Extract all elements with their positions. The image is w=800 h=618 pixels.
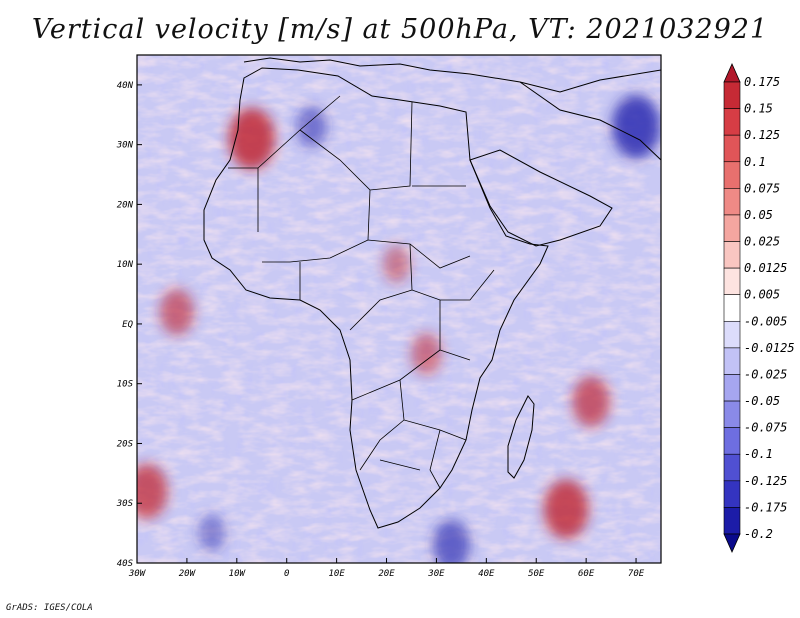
- colorbar-swatch: [723, 108, 741, 136]
- colorbar-label: -0.125: [744, 474, 787, 488]
- colorbar-swatch: [723, 374, 741, 402]
- colorbar-label: 0.075: [744, 181, 780, 195]
- lon-tick-label: 20W: [179, 569, 197, 579]
- colorbar-swatch: [723, 507, 741, 535]
- colorbar-swatch: [723, 453, 741, 482]
- velocity-feature: [611, 94, 661, 159]
- colorbar-swatch: [723, 214, 741, 242]
- colorbar-label: 0.175: [744, 75, 780, 89]
- velocity-field: [137, 55, 661, 563]
- colorbar-swatch: [723, 134, 741, 163]
- colorbar-label: 0.0125: [744, 261, 787, 275]
- lon-tick-label: 10W: [229, 569, 247, 579]
- colorbar-swatch: [723, 161, 741, 189]
- axis-ticks: 30W 20W 10W 0 10E 20E 30E 40E 50E 60E 70E 40N 30N 20N…: [116, 81, 645, 579]
- velocity-feature: [296, 105, 327, 148]
- velocity-feature: [543, 479, 589, 539]
- map-title: Vertical velocity [m/s] at 500hPa, VT: 2…: [31, 14, 769, 45]
- lat-tick-label: 10S: [117, 380, 134, 390]
- africa-coastline: [203, 67, 549, 529]
- colorbar-label: 0.005: [744, 288, 780, 302]
- lon-tick-label: 10E: [328, 569, 345, 579]
- lon-tick-label: 50E: [528, 569, 545, 579]
- lat-tick-label: 10N: [117, 260, 134, 270]
- lat-tick-label: 20S: [117, 439, 134, 449]
- colorbar-swatch: [723, 81, 741, 109]
- colorbar-label: 0.025: [744, 235, 780, 249]
- field-noise-red: [137, 55, 661, 563]
- footer-credit: GrADS: IGES/COLA: [6, 603, 93, 613]
- colorbar-label: 0.05: [744, 208, 773, 222]
- lon-tick-label: 40E: [478, 569, 495, 579]
- country-borders: [228, 95, 495, 489]
- coastlines: [203, 57, 661, 529]
- lat-tick-label: 40N: [117, 81, 134, 91]
- colorbar-label: 0.125: [744, 128, 780, 142]
- colorbar-swatch: [723, 427, 741, 455]
- velocity-feature: [228, 107, 276, 170]
- colorbar-swatch: [723, 188, 741, 216]
- colorbar-swatch: [723, 480, 741, 508]
- colorbar-label: -0.05: [744, 394, 780, 408]
- velocity-feature: [572, 376, 610, 427]
- colorbar-label: -0.1: [744, 447, 773, 461]
- lat-tick-label: EQ: [122, 320, 133, 330]
- colorbar-swatch: [723, 320, 741, 349]
- asia-coastline: [519, 81, 661, 161]
- colorbar-label: -0.075: [744, 421, 787, 435]
- colorbar-label: 0.15: [744, 102, 773, 116]
- colorbar-top-arrow: [723, 63, 741, 83]
- colorbar-label: -0.2: [744, 527, 773, 541]
- colorbar-swatch: [723, 267, 741, 296]
- madagascar-coastline: [507, 395, 535, 479]
- colorbar-label: -0.005: [744, 314, 787, 328]
- velocity-feature: [432, 519, 471, 563]
- colorbar-label: -0.0125: [744, 341, 795, 355]
- arabia-coastline: [469, 149, 613, 247]
- colorbar-label: 0.1: [744, 155, 766, 169]
- europe-coastline: [243, 57, 661, 93]
- lat-tick-label: 40S: [117, 559, 134, 569]
- lat-tick-label: 30S: [116, 499, 134, 509]
- map-frame: [136, 54, 662, 564]
- colorbar-label: -0.025: [744, 367, 787, 381]
- colorbar-bottom-arrow: [723, 533, 741, 553]
- colorbar-swatch: [723, 241, 741, 269]
- lon-tick-label: 0: [284, 569, 289, 579]
- colorbar-swatch: [723, 400, 741, 428]
- lat-tick-label: 20N: [117, 200, 134, 210]
- colorbar-swatch: [723, 347, 741, 375]
- velocity-feature: [383, 245, 410, 283]
- velocity-feature: [159, 288, 194, 335]
- velocity-feature: [411, 333, 442, 375]
- lon-tick-label: 30E: [427, 569, 445, 579]
- velocity-feature: [137, 463, 168, 519]
- lon-tick-label: 70E: [628, 569, 645, 579]
- lon-tick-label: 20E: [378, 569, 395, 579]
- velocity-feature: [198, 514, 226, 552]
- lon-tick-label: 30W: [128, 569, 147, 579]
- lat-tick-label: 30N: [116, 141, 134, 151]
- colorbar: 0.175 0.15 0.125 0.1 0.075 0.05 0.025 0.0125 0.0…: [723, 63, 795, 553]
- colorbar-label: -0.175: [744, 500, 787, 514]
- colorbar-swatch: [723, 294, 741, 322]
- lon-tick-label: 60E: [578, 569, 595, 579]
